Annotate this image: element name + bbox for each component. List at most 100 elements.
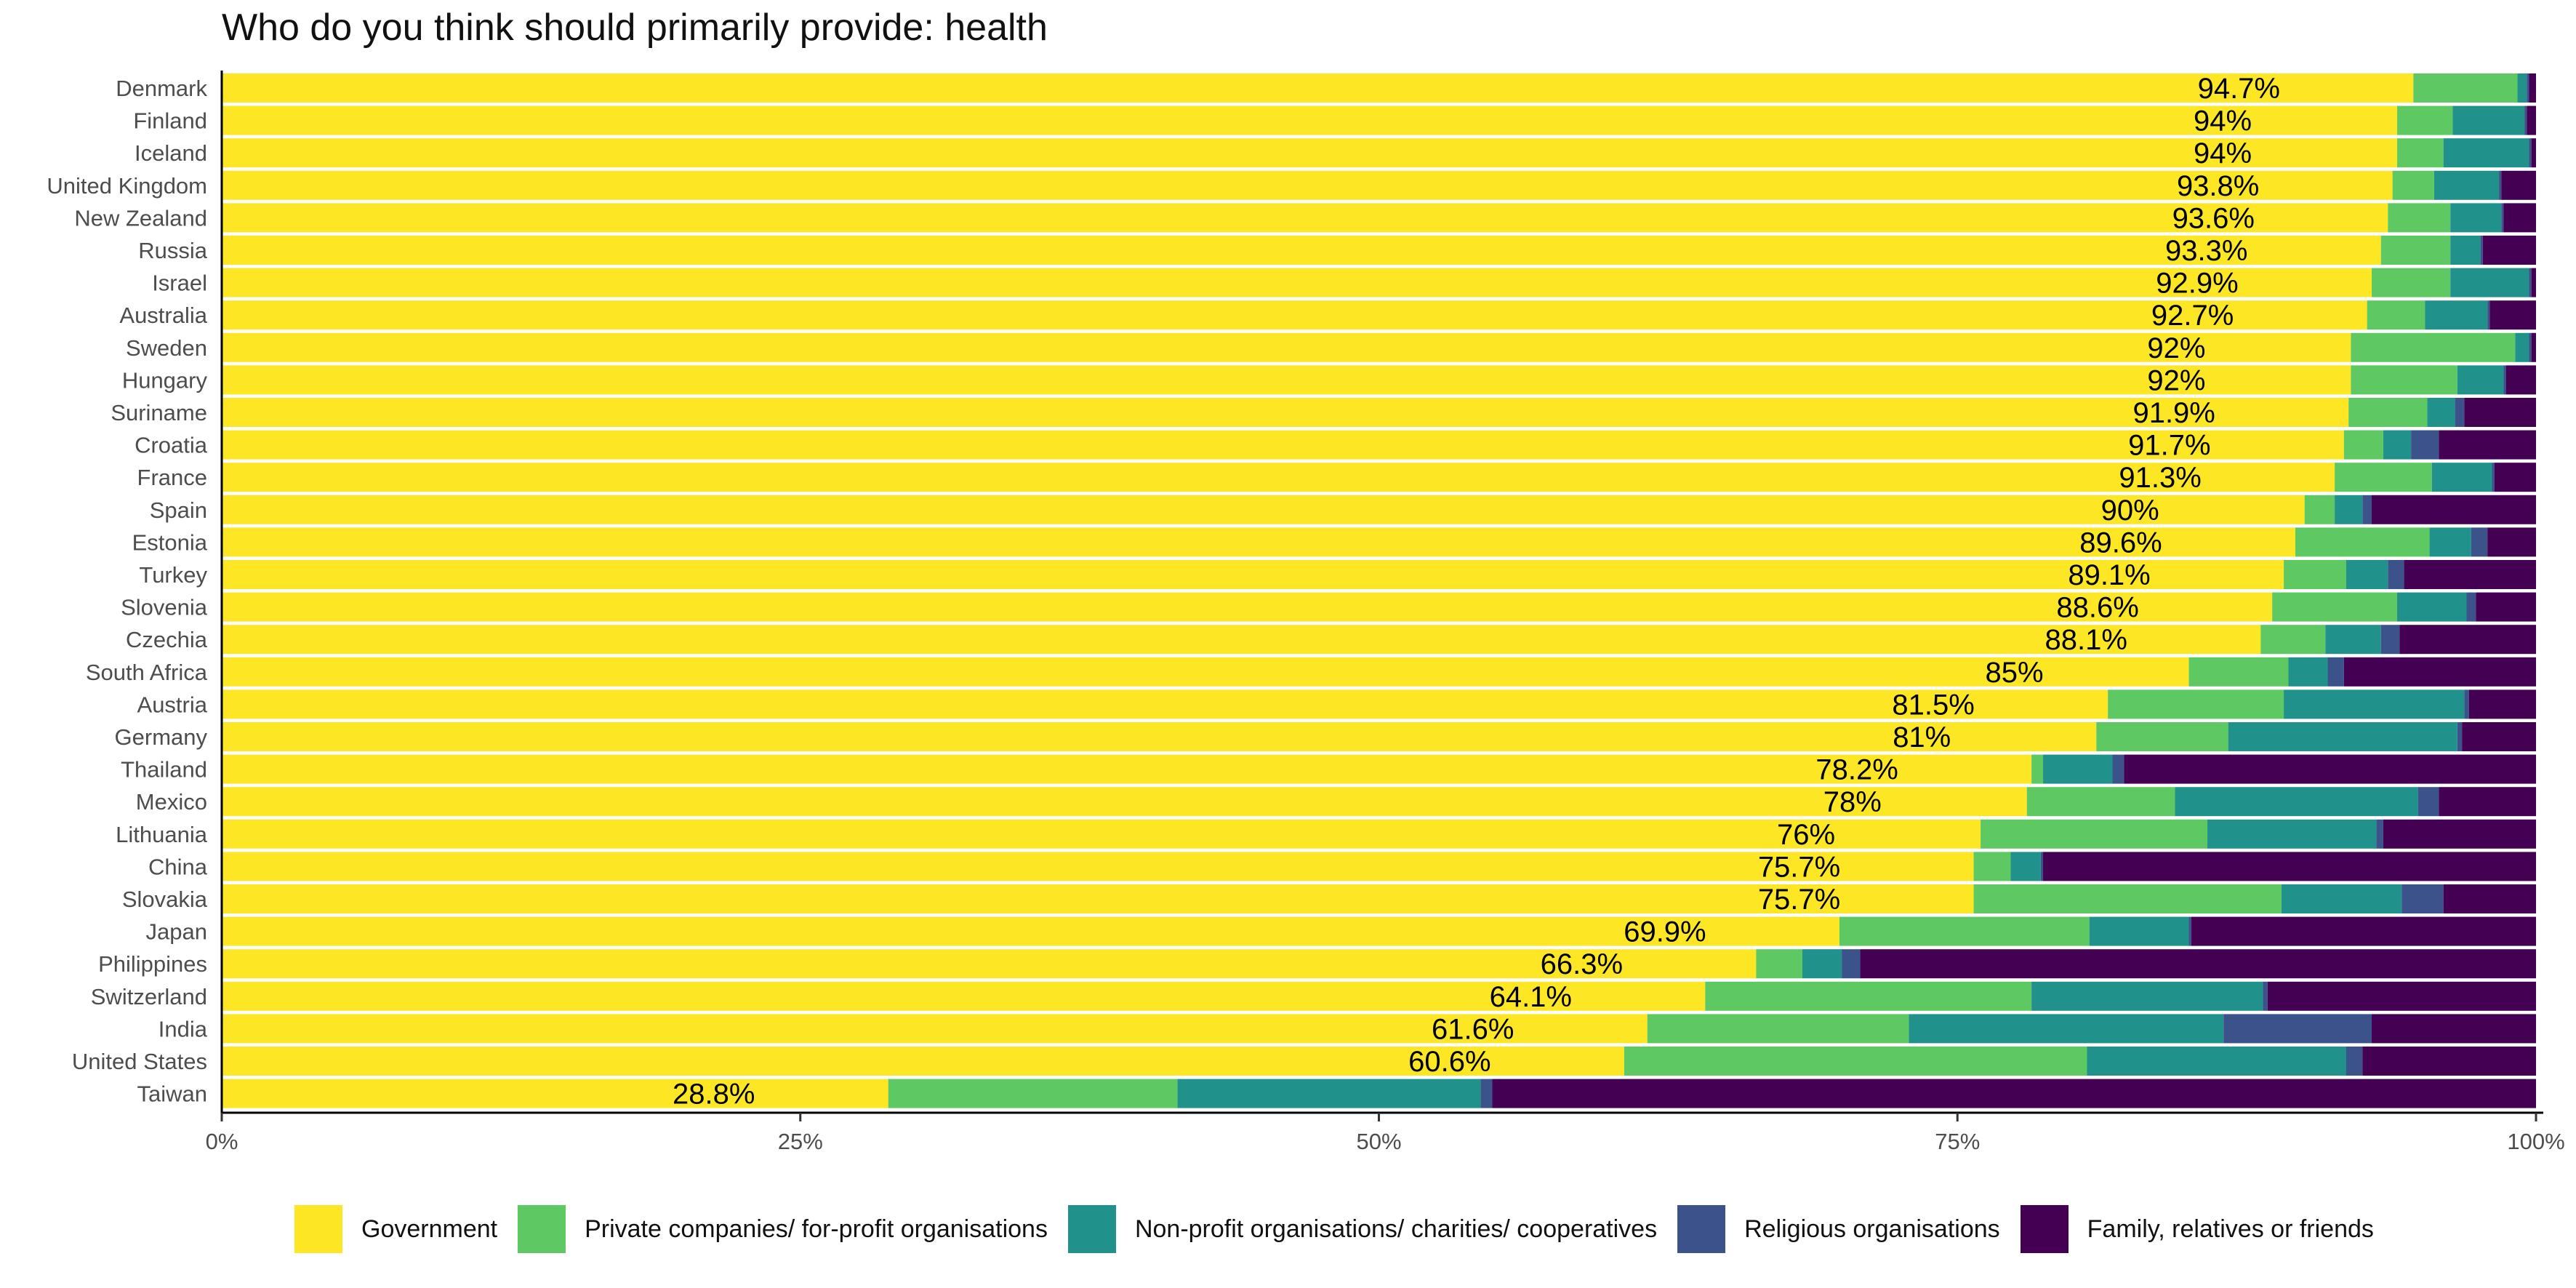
legend: Government Private companies/ for-profit …: [294, 1205, 2394, 1253]
government-value-label: 91.9%: [2132, 397, 2215, 429]
bar-segment-religious-organisations-australia: [2487, 300, 2490, 330]
bar-segment-non-profit-organisations-charities-cooperatives-france: [2431, 463, 2492, 492]
bar-segment-religious-organisations-czechia: [2380, 625, 2400, 655]
x-tick-label: 75%: [1935, 1129, 1980, 1154]
x-tick-label: 0%: [206, 1129, 238, 1154]
bar-segment-private-companies-for-profit-organisations-mexico: [2026, 787, 2175, 817]
bar-segment-non-profit-organisations-charities-cooperatives-sweden: [2515, 332, 2529, 362]
bar-segment-religious-organisations-france: [2492, 463, 2495, 492]
legend-item: Government: [294, 1205, 497, 1253]
bar-segment-family-relatives-or-friends-finland: [2527, 105, 2536, 135]
government-value-label: 78%: [1823, 786, 1882, 818]
bar-segment-non-profit-organisations-charities-cooperatives-new-zealand: [2450, 203, 2502, 233]
bar-segment-private-companies-for-profit-organisations-france: [2335, 463, 2432, 492]
category-label: Czechia: [126, 627, 208, 652]
bar-segment-non-profit-organisations-charities-cooperatives-denmark: [2517, 73, 2527, 103]
government-value-label: 91.7%: [2128, 430, 2210, 462]
bar-segment-government-south-africa: [222, 657, 2189, 687]
legend-key-swatch: [518, 1205, 566, 1253]
bar-segment-family-relatives-or-friends-germany: [2462, 722, 2536, 751]
government-value-label: 89.6%: [2079, 527, 2162, 559]
bar-segment-family-relatives-or-friends-iceland: [2531, 138, 2536, 168]
government-value-label: 92%: [2147, 364, 2205, 396]
bar-segment-government-australia: [222, 300, 2367, 330]
government-value-label: 93.6%: [2172, 202, 2255, 234]
bar-segment-non-profit-organisations-charities-cooperatives-mexico: [2175, 787, 2418, 817]
bar-segment-government-united-states: [222, 1047, 1624, 1076]
bar-segment-government-austria: [222, 689, 2108, 719]
bar-segment-religious-organisations-austria: [2464, 689, 2469, 719]
bar-segment-non-profit-organisations-charities-cooperatives-russia: [2450, 236, 2481, 265]
government-value-label: 75.7%: [1758, 884, 1840, 916]
bar-segment-family-relatives-or-friends-croatia: [2439, 430, 2536, 460]
bar-segment-non-profit-organisations-charities-cooperatives-czechia: [2325, 625, 2381, 655]
legend-key-swatch: [1067, 1205, 1116, 1253]
bar-segment-religious-organisations-mexico: [2417, 787, 2439, 817]
bar-segment-non-profit-organisations-charities-cooperatives-estonia: [2429, 527, 2471, 557]
government-value-label: 60.6%: [1408, 1046, 1490, 1078]
bar-segment-government-new-zealand: [222, 203, 2388, 233]
bar-segment-religious-organisations-finland: [2524, 105, 2527, 135]
government-value-label: 69.9%: [1624, 916, 1706, 948]
legend-label: Family, relatives or friends: [2087, 1215, 2374, 1243]
bar-segment-private-companies-for-profit-organisations-taiwan: [888, 1079, 1178, 1108]
bar-segment-private-companies-for-profit-organisations-lithuania: [1981, 819, 2208, 849]
category-label: Thailand: [121, 757, 207, 783]
bar-segment-government-thailand: [222, 754, 2032, 784]
legend-item: Religious organisations: [1677, 1205, 2000, 1253]
bar-segment-family-relatives-or-friends-philippines: [1860, 949, 2536, 979]
bar-segment-private-companies-for-profit-organisations-croatia: [2343, 430, 2383, 460]
bar-segment-government-estonia: [222, 527, 2295, 557]
bar-segment-government-switzerland: [222, 981, 1706, 1011]
bar-segment-government-denmark: [222, 73, 2414, 103]
bar-segment-private-companies-for-profit-organisations-thailand: [2031, 754, 2044, 784]
bar-segment-private-companies-for-profit-organisations-new-zealand: [2388, 203, 2451, 233]
bar-segment-family-relatives-or-friends-israel: [2531, 268, 2536, 297]
government-value-label: 91.3%: [2119, 462, 2201, 494]
bar-segment-non-profit-organisations-charities-cooperatives-suriname: [2427, 398, 2455, 427]
bar-segment-religious-organisations-new-zealand: [2501, 203, 2504, 233]
bar-segment-government-iceland: [222, 138, 2398, 168]
bar-segment-private-companies-for-profit-organisations-sweden: [2351, 332, 2516, 362]
bar-segment-government-croatia: [222, 430, 2344, 460]
bar-segment-non-profit-organisations-charities-cooperatives-germany: [2228, 722, 2457, 751]
bar-segment-family-relatives-or-friends-suriname: [2464, 398, 2536, 427]
bar-segment-religious-organisations-slovenia: [2466, 592, 2476, 622]
bar-segment-religious-organisations-denmark: [2527, 73, 2529, 103]
bar-segment-religious-organisations-slovakia: [2402, 884, 2444, 913]
category-label: Austria: [137, 692, 208, 717]
bar-segment-family-relatives-or-friends-australia: [2489, 300, 2536, 330]
bar-segment-government-israel: [222, 268, 2372, 297]
bar-segment-private-companies-for-profit-organisations-turkey: [2284, 560, 2346, 589]
bar-segment-government-philippines: [222, 949, 1757, 979]
category-label: United Kingdom: [47, 173, 207, 199]
bar-segment-religious-organisations-china: [2040, 852, 2044, 881]
bar-segment-government-mexico: [222, 787, 2027, 817]
government-value-label: 90%: [2101, 495, 2159, 527]
category-label: United States: [72, 1049, 207, 1074]
bar-segment-non-profit-organisations-charities-cooperatives-finland: [2452, 105, 2525, 135]
bar-segment-government-india: [222, 1014, 1648, 1044]
bar-segment-government-hungary: [222, 365, 2351, 395]
bar-segment-family-relatives-or-friends-france: [2494, 463, 2536, 492]
legend-key-swatch: [1677, 1205, 1726, 1253]
bar-segment-non-profit-organisations-charities-cooperatives-iceland: [2443, 138, 2529, 168]
bar-segment-religious-organisations-germany: [2457, 722, 2463, 751]
bar-segment-non-profit-organisations-charities-cooperatives-lithuania: [2207, 819, 2377, 849]
government-value-label: 89.1%: [2068, 559, 2150, 591]
legend-label: Non-profit organisations/ charities/ coo…: [1134, 1215, 1658, 1243]
category-label: Spain: [150, 497, 207, 523]
bar-segment-family-relatives-or-friends-austria: [2468, 689, 2536, 719]
bar-segment-private-companies-for-profit-organisations-south-africa: [2188, 657, 2289, 687]
bar-segment-government-finland: [222, 105, 2398, 135]
bar-segment-non-profit-organisations-charities-cooperatives-china: [2010, 852, 2041, 881]
bar-segment-non-profit-organisations-charities-cooperatives-croatia: [2383, 430, 2412, 460]
legend-key-swatch: [294, 1205, 342, 1253]
bar-segment-non-profit-organisations-charities-cooperatives-israel: [2450, 268, 2529, 297]
category-label: Croatia: [135, 433, 208, 458]
bar-segment-family-relatives-or-friends-united-kingdom: [2501, 170, 2536, 200]
bar-segment-family-relatives-or-friends-slovenia: [2476, 592, 2536, 622]
bar-segment-family-relatives-or-friends-india: [2372, 1014, 2536, 1044]
category-label: Taiwan: [137, 1081, 208, 1107]
